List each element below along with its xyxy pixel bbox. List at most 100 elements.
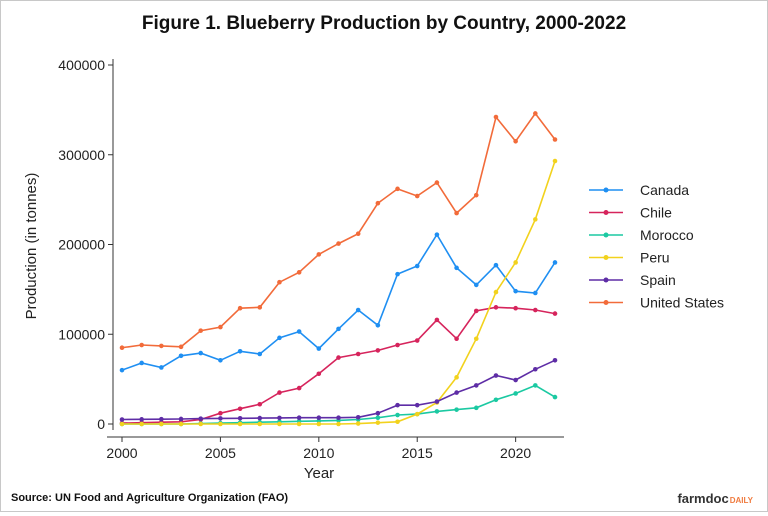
y-tick-label: 300000	[58, 147, 105, 163]
series-line	[121, 233, 556, 371]
data-point	[218, 324, 223, 330]
data-point	[493, 373, 499, 378]
y-axis-label: Production (in tonnes)	[23, 173, 40, 320]
data-point	[355, 307, 361, 313]
data-point	[434, 232, 440, 237]
data-point	[218, 416, 223, 421]
data-point	[237, 415, 243, 421]
data-point	[552, 394, 558, 400]
series-line	[121, 306, 556, 424]
data-point	[473, 282, 479, 288]
data-point	[159, 365, 164, 370]
data-point	[277, 415, 282, 421]
brand-main: farmdoc	[677, 491, 728, 506]
data-point	[434, 399, 440, 404]
data-point	[119, 417, 125, 422]
data-point	[493, 114, 499, 120]
data-point	[454, 375, 459, 380]
x-tick-label: 2005	[205, 445, 236, 461]
data-point	[159, 416, 164, 422]
data-point	[414, 402, 420, 408]
tick-labels: 0 100000 200000 300000 400000 2000 2005 2010 201…	[58, 57, 531, 461]
series-peru	[119, 158, 558, 427]
series-spain	[119, 357, 558, 422]
data-point	[178, 353, 184, 359]
data-point	[355, 351, 361, 357]
data-point	[355, 231, 361, 237]
data-point	[178, 416, 184, 422]
x-tick-label: 2010	[303, 445, 334, 461]
data-point	[454, 407, 459, 412]
data-point	[454, 336, 459, 342]
source-note: Source: UN Food and Agriculture Organiza…	[11, 492, 288, 504]
data-point	[139, 421, 144, 427]
series-line	[121, 112, 556, 349]
data-point	[552, 137, 558, 142]
data-point	[159, 343, 164, 349]
data-point	[237, 349, 243, 354]
data-point	[473, 308, 479, 314]
data-point	[513, 377, 518, 383]
data-point	[454, 210, 459, 216]
data-point	[316, 415, 322, 421]
data-point	[336, 355, 341, 360]
data-point	[533, 383, 538, 388]
data-point	[336, 241, 341, 246]
data-point	[237, 406, 243, 412]
data-point	[493, 397, 499, 403]
data-point	[237, 305, 243, 311]
data-point	[119, 367, 125, 373]
data-point	[493, 305, 499, 310]
data-point	[316, 371, 322, 377]
data-point	[355, 421, 361, 426]
series-layer	[119, 111, 558, 427]
chart-title: Figure 1. Blueberry Production by Countr…	[142, 13, 626, 34]
data-point	[493, 262, 499, 268]
legend-marker	[603, 187, 609, 193]
data-point	[533, 366, 538, 372]
legend-marker	[603, 210, 609, 215]
data-point	[257, 401, 263, 407]
brand-suffix: DAILY	[730, 496, 754, 505]
data-point	[277, 279, 282, 285]
data-point	[395, 186, 400, 192]
data-point	[257, 305, 263, 310]
data-point	[414, 263, 420, 269]
legend-label: Chile	[640, 205, 672, 221]
data-point	[316, 421, 322, 427]
data-point	[139, 417, 144, 422]
data-point	[119, 345, 125, 351]
data-point	[355, 414, 361, 420]
legend-marker	[603, 277, 609, 283]
series-united-states	[119, 111, 558, 351]
data-point	[159, 421, 164, 427]
data-point	[533, 217, 538, 222]
data-point	[375, 410, 381, 416]
data-point	[513, 260, 518, 265]
data-point	[277, 421, 282, 427]
data-point	[375, 322, 381, 328]
data-point	[277, 335, 282, 341]
data-point	[218, 410, 223, 416]
data-point	[395, 412, 400, 418]
axes	[107, 59, 564, 442]
data-point	[375, 348, 381, 353]
data-point	[375, 200, 381, 206]
data-point	[336, 421, 341, 427]
y-tick-label: 100000	[58, 326, 105, 342]
data-point	[218, 421, 223, 427]
data-point	[533, 290, 538, 296]
legend-marker	[603, 255, 609, 260]
legend-label: Morocco	[640, 227, 694, 243]
y-tick-label: 0	[97, 416, 105, 432]
data-point	[533, 111, 538, 116]
data-point	[178, 344, 184, 350]
data-point	[375, 415, 381, 421]
data-point	[198, 328, 204, 333]
data-point	[473, 383, 479, 388]
data-point	[119, 421, 125, 427]
y-tick-label: 400000	[58, 57, 105, 73]
brand-logo: farmdocDAILY	[677, 491, 753, 506]
data-point	[434, 180, 440, 185]
